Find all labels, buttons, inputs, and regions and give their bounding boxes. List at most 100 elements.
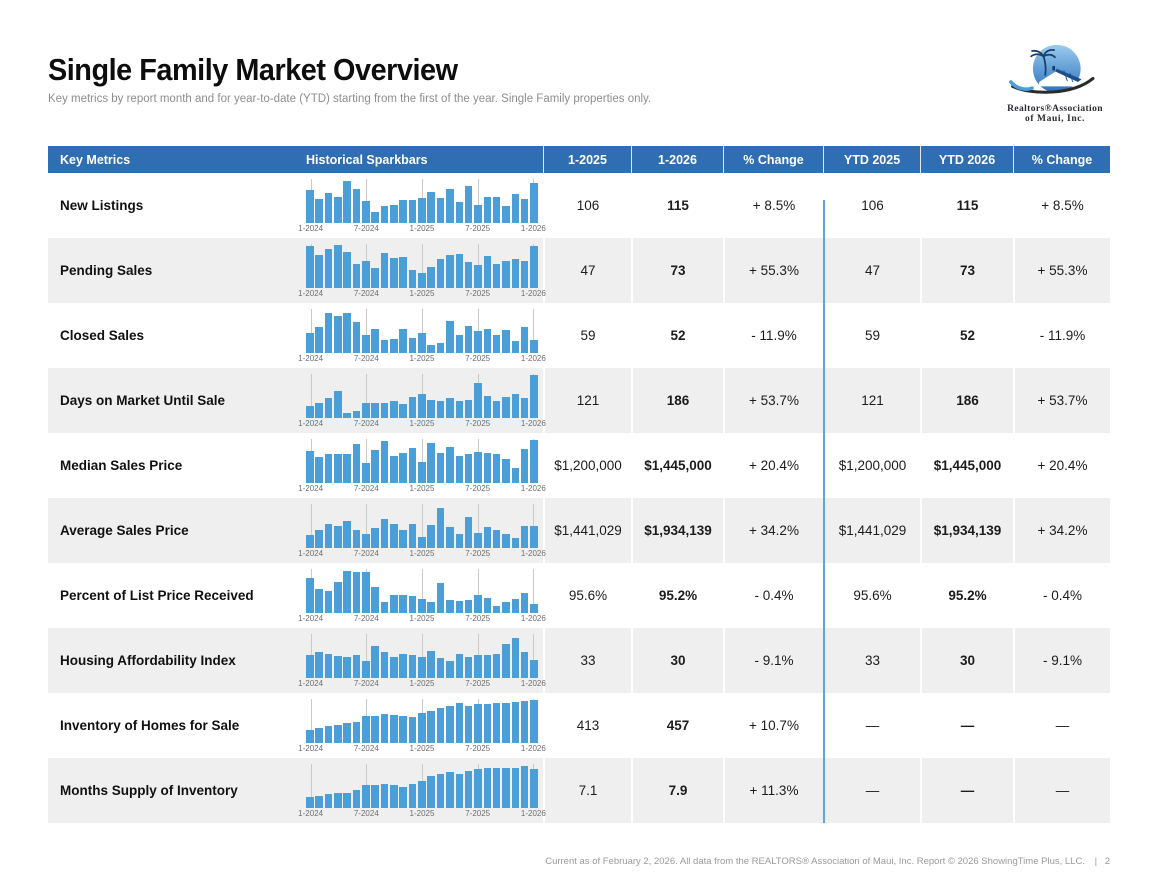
- spark-bar: [334, 526, 342, 548]
- spark-bar: [352, 411, 361, 418]
- spark-bar: [474, 204, 482, 223]
- spark-axis-label: 7-2025: [465, 484, 491, 493]
- header-month-change: % Change: [723, 146, 823, 173]
- value-month-2025: $1,441,029: [543, 498, 631, 563]
- value-ytd-change: —: [1055, 718, 1070, 733]
- value-month-2026: 7.9: [631, 758, 723, 823]
- spark-bar: [492, 768, 501, 808]
- spark-bar: [520, 526, 529, 548]
- spark-bar: [427, 525, 435, 548]
- header-key-metrics: Key Metrics: [60, 152, 131, 167]
- spark-bar: [306, 534, 314, 548]
- spark-tick: [422, 309, 423, 353]
- spark-bar: [343, 571, 351, 613]
- spark-bar: [446, 255, 454, 288]
- spark-bar: [455, 401, 463, 418]
- spark-tick: [422, 244, 423, 288]
- spark-axis-label: 7-2025: [465, 354, 491, 363]
- metric-label: New Listings: [60, 198, 144, 213]
- sparkbar-bars: [306, 179, 538, 223]
- value-month-change: + 55.3%: [723, 238, 823, 303]
- spark-bar: [324, 312, 333, 353]
- value-month-2026: 73: [631, 238, 723, 303]
- spark-bar: [483, 655, 492, 678]
- value-month-change: + 10.7%: [749, 718, 799, 733]
- spark-bar: [483, 597, 492, 613]
- spark-bar: [446, 599, 454, 613]
- metric-label: Months Supply of Inventory: [60, 783, 238, 798]
- sparkbar-axis: 1-2024 7-2024 1-2025 7-2025 1-2026: [298, 483, 546, 495]
- value-month-2026: 30: [631, 628, 723, 693]
- spark-axis-label: 1-2026: [520, 679, 546, 688]
- spark-bar: [371, 450, 379, 483]
- sparkbar-bars: [306, 764, 538, 808]
- spark-bar: [520, 766, 529, 808]
- spark-bar: [390, 523, 398, 548]
- spark-bar: [371, 646, 379, 678]
- spark-bar: [446, 398, 454, 418]
- spark-bar: [352, 655, 361, 678]
- spark-bar: [380, 402, 389, 418]
- header-ytd-change: % Change: [1013, 146, 1110, 173]
- spark-tick: [366, 504, 368, 548]
- spark-bar: [530, 659, 538, 678]
- metric-label: Percent of List Price Received: [60, 588, 254, 603]
- spark-bar: [474, 331, 482, 353]
- spark-bar: [380, 714, 389, 743]
- spark-bar: [511, 193, 520, 223]
- sparkbar-cell: 1-2024 7-2024 1-2025 7-2025 1-2026: [298, 303, 546, 368]
- spark-bar: [483, 196, 492, 223]
- value-month-2025: 59: [580, 328, 596, 343]
- footer-separator: |: [1094, 856, 1098, 867]
- value-month-change: + 8.5%: [752, 198, 796, 213]
- spark-bar: [418, 713, 426, 743]
- value-month-change: + 34.2%: [723, 498, 823, 563]
- spark-bar: [362, 260, 370, 288]
- spark-bar: [427, 443, 435, 483]
- spark-bar: [315, 588, 323, 613]
- spark-bar: [343, 793, 351, 808]
- spark-bar: [520, 593, 529, 613]
- spark-axis-label: 1-2025: [409, 549, 435, 558]
- sparkbar-chart: [306, 244, 538, 288]
- sparkbar-bars: [306, 439, 538, 483]
- spark-bar: [502, 702, 510, 743]
- spark-bar: [492, 454, 501, 483]
- value-month-change: - 0.4%: [754, 588, 794, 603]
- value-ytd-change: + 53.7%: [1013, 368, 1110, 433]
- table-body: New Listings 1-2024 7-2024 1-2025 7-2025 1-2…: [48, 173, 1110, 823]
- spark-bar: [343, 181, 351, 223]
- spark-bar: [530, 374, 538, 418]
- value-month-2026: 186: [631, 368, 723, 433]
- spark-bar: [334, 582, 342, 613]
- spark-bar: [455, 703, 463, 743]
- spark-bar: [502, 396, 510, 418]
- spark-bar: [380, 602, 389, 613]
- spark-bar: [371, 328, 379, 353]
- spark-bar: [530, 769, 538, 808]
- header-ytd-2026: YTD 2026: [920, 146, 1013, 173]
- spark-bar: [371, 715, 379, 743]
- spark-bar: [502, 643, 510, 678]
- spark-bar: [324, 249, 333, 288]
- spark-bar: [380, 252, 389, 288]
- sparkbar-bars: [306, 634, 538, 678]
- value-ytd-2025: 106: [861, 198, 884, 213]
- spark-bar: [315, 327, 323, 353]
- spark-bar: [492, 263, 501, 288]
- value-month-change: + 20.4%: [749, 458, 799, 473]
- value-ytd-2025: $1,441,029: [823, 498, 920, 563]
- spark-bar: [399, 453, 407, 483]
- spark-axis-label: 1-2026: [520, 549, 546, 558]
- spark-axis-label: 7-2025: [465, 679, 491, 688]
- spark-bar: [408, 396, 417, 418]
- table-row: Months Supply of Inventory 1-2024 7-2024 1…: [48, 758, 1110, 823]
- spark-bar: [446, 189, 454, 223]
- spark-bar: [520, 652, 529, 678]
- spark-bar: [352, 444, 361, 483]
- spark-bar: [492, 606, 501, 613]
- spark-bar: [520, 701, 529, 743]
- spark-bar: [315, 652, 323, 678]
- spark-axis-label: 1-2026: [520, 289, 546, 298]
- spark-bar: [464, 261, 473, 288]
